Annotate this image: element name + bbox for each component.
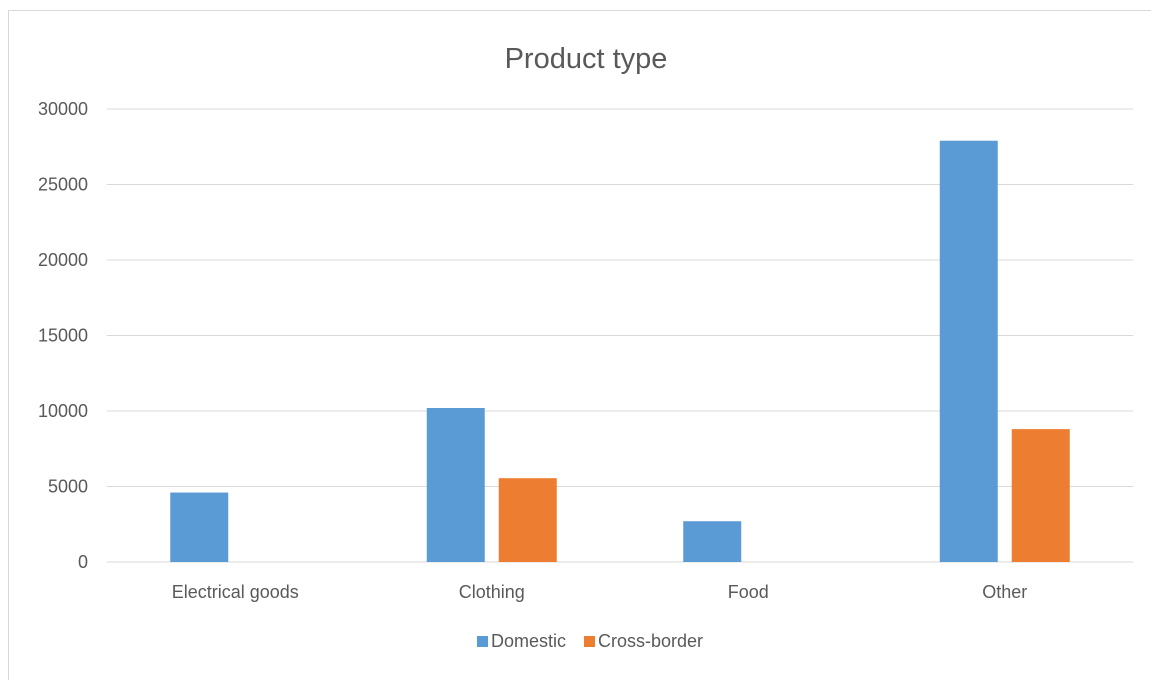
bar-cross-border-other [1011,429,1070,562]
legend-label: Cross-border [598,631,703,651]
x-tick-label: Electrical goods [172,582,299,602]
bar-domestic-food [683,521,742,562]
y-tick-label: 5000 [48,477,88,497]
x-axis-tick-labels: Electrical goods Clothing Food Other [172,582,1028,602]
legend-swatch [584,636,596,647]
legend-label: Domestic [491,631,566,651]
bar-domestic-electrical-goods [170,492,229,562]
bar-domestic-other [939,140,998,562]
y-tick-label: 20000 [38,250,88,270]
x-tick-label: Other [982,582,1027,602]
bar-cross-border-clothing [498,478,557,562]
chart-title: Product type [505,43,668,75]
y-tick-label: 30000 [38,99,88,119]
y-tick-label: 25000 [38,175,88,195]
x-tick-label: Food [728,582,769,602]
x-tick-label: Clothing [459,582,525,602]
y-axis-tick-labels: 0 5000 10000 15000 20000 25000 30000 [38,99,88,572]
y-tick-label: 0 [78,552,88,572]
y-tick-label: 15000 [38,326,88,346]
y-tick-label: 10000 [38,401,88,421]
legend-swatch [477,636,488,647]
bars [170,140,1070,562]
bar-domestic-clothing [426,407,485,562]
chart-frame [8,10,1151,680]
legend: Domestic Cross-border [477,631,703,651]
